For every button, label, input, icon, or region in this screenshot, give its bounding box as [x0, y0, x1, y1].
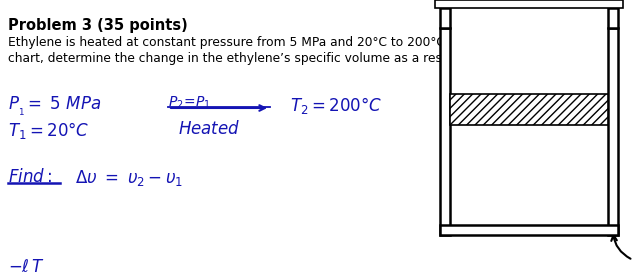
Text: $Find:$: $Find:$	[8, 168, 52, 186]
Text: $P_2\!=\!P_1$: $P_2\!=\!P_1$	[168, 95, 211, 111]
Text: $_1$: $_1$	[18, 105, 25, 118]
Bar	[450, 94, 608, 125]
Bar	[608, 8, 618, 28]
Bar	[440, 8, 450, 28]
Text: chart, determine the change in the ethylene’s specific volume as a results of th: chart, determine the change in the ethyl…	[8, 52, 561, 65]
Bar	[450, 28, 608, 225]
Text: $- \ell \, T$: $- \ell \, T$	[8, 258, 45, 273]
Text: $\Delta \upsilon \ = \ \upsilon_2 - \upsilon_1$: $\Delta \upsilon \ = \ \upsilon_2 - \ups…	[75, 168, 183, 188]
Text: $= \ 5 \ MPa$: $= \ 5 \ MPa$	[24, 95, 101, 113]
Bar	[440, 28, 450, 235]
Text: $P$: $P$	[8, 95, 20, 113]
Bar	[608, 28, 618, 235]
Bar	[435, 0, 623, 8]
Text: Ethylene
5 MPa
20°C: Ethylene 5 MPa 20°C	[501, 159, 557, 202]
Text: $T_1 = 20°C$: $T_1 = 20°C$	[8, 120, 89, 141]
Text: $T_2 = 200°C$: $T_2 = 200°C$	[290, 95, 382, 116]
Text: Problem 3 (35 points): Problem 3 (35 points)	[8, 18, 188, 33]
Text: $Heated$: $Heated$	[178, 120, 240, 138]
Text: Ethylene is heated at constant pressure from 5 MPa and 20°C to 200°C.  Using the: Ethylene is heated at constant pressure …	[8, 36, 612, 49]
Bar	[440, 225, 618, 235]
